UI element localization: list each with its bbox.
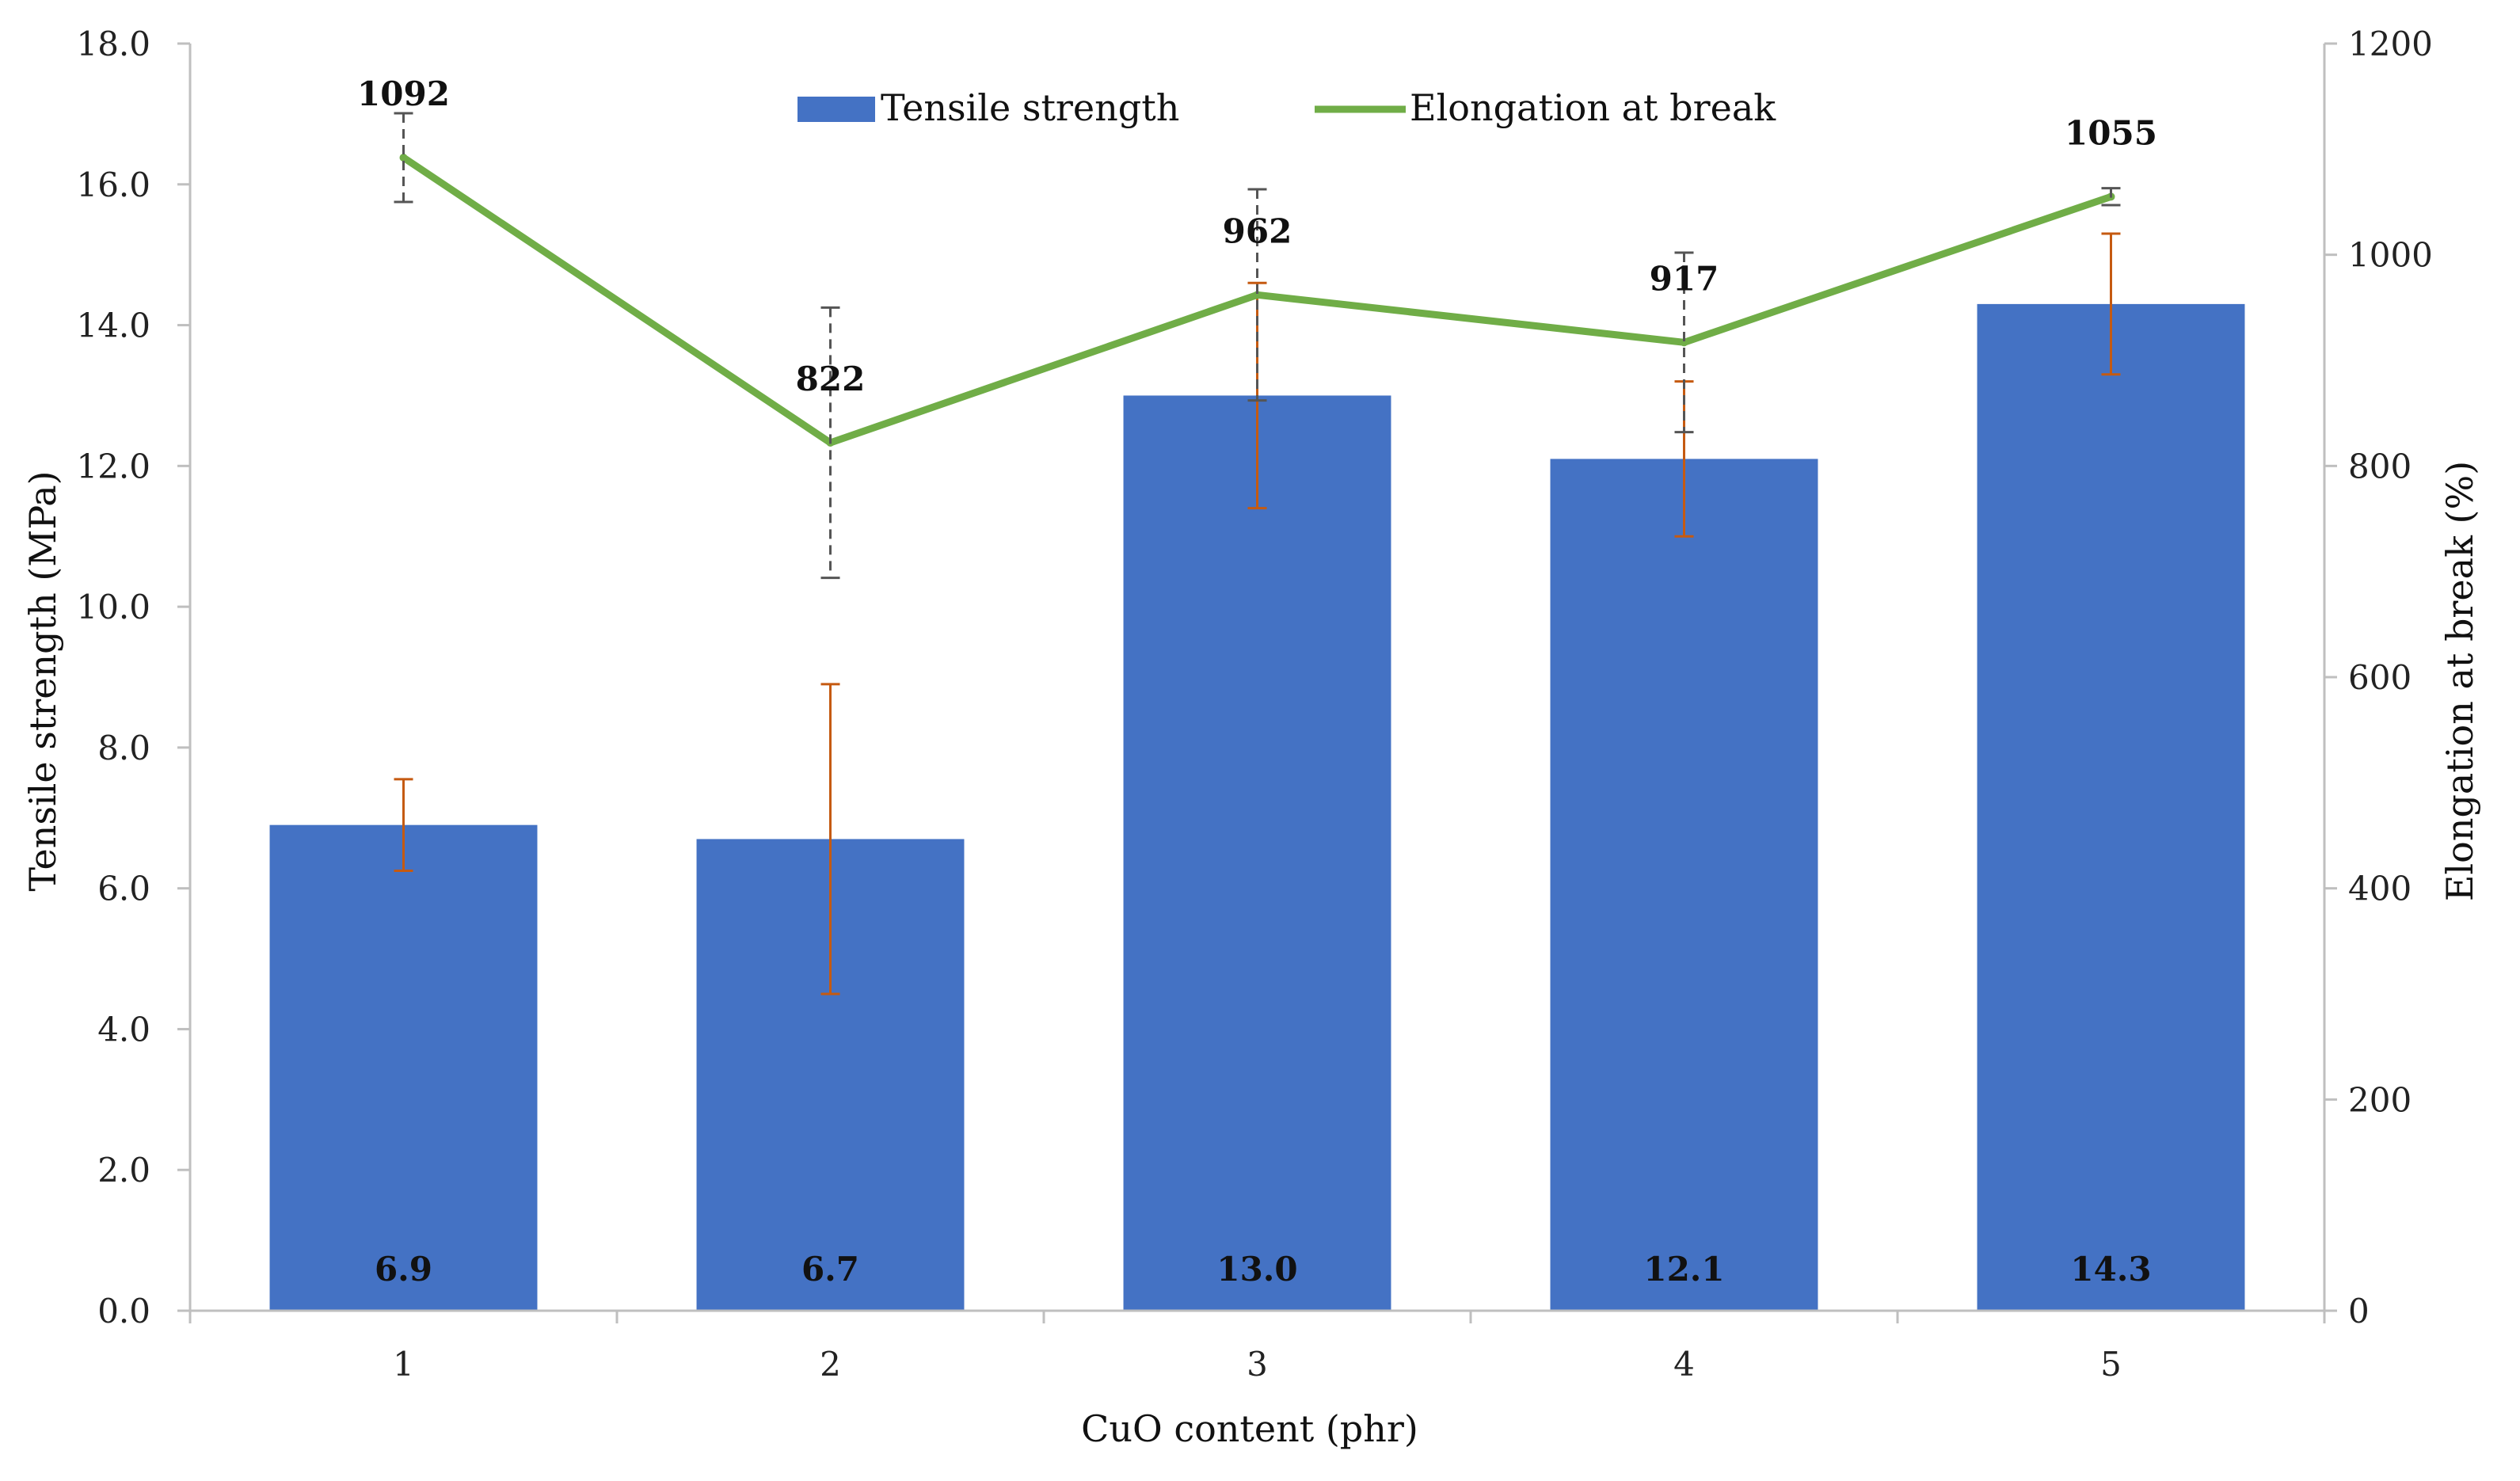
y-axis-title: Tensile strength (MPa)	[21, 470, 64, 891]
y-tick-label: 8.0	[97, 729, 150, 767]
y2-tick-label: 1000	[2348, 236, 2433, 275]
legend-label-tensile-strength: Tensile strength	[881, 86, 1179, 129]
line-point	[399, 154, 408, 162]
bars-layer	[269, 303, 2245, 1311]
bar-data-label: 14.3	[2070, 1250, 2151, 1289]
y-tick-label: 2.0	[97, 1151, 150, 1190]
labels-layer: 6.9 6.7 13.0 12.1 14.3 1092 822 962 917 1055	[357, 74, 2157, 1289]
y2-axis-title: Elongation at break (%)	[2438, 461, 2481, 901]
y2-tick-label: 0	[2348, 1292, 2370, 1331]
y2-tick-label: 1200	[2348, 25, 2433, 63]
x-tick-label: 1	[393, 1345, 414, 1384]
bar	[1977, 303, 2245, 1311]
bar	[1550, 459, 1818, 1311]
line-data-label: 1055	[2065, 113, 2157, 152]
legend: Tensile strength Elongation at break	[797, 86, 1776, 129]
line-data-label: 1092	[357, 74, 450, 113]
x-tick-label: 5	[2100, 1345, 2122, 1384]
line-data-label: 962	[1223, 211, 1292, 250]
y2-tick-label: 200	[2348, 1080, 2412, 1119]
line-point	[1680, 338, 1688, 347]
y-tick-label: 14.0	[76, 306, 150, 345]
y-tick-label: 16.0	[76, 166, 150, 204]
bar-data-label: 12.1	[1643, 1250, 1724, 1289]
x-axis-title: CuO content (phr)	[1081, 1407, 1418, 1450]
bar-data-label: 6.7	[801, 1250, 859, 1289]
x-tick-label: 2	[820, 1345, 841, 1384]
bar-data-label: 6.9	[375, 1250, 432, 1289]
y2-tick-label: 800	[2348, 447, 2412, 485]
line-data-label: 917	[1650, 259, 1719, 298]
y-tick-label: 4.0	[97, 1010, 150, 1049]
y-tick-label: 18.0	[76, 25, 150, 63]
axes-layer: 0.0 2.0 4.0 6.0 8.0 10.0 12.0 14.0 16.0 18.0 0 200 4…	[76, 25, 2432, 1384]
line-error-bars-layer	[394, 112, 2121, 580]
bar-data-label: 13.0	[1216, 1250, 1297, 1289]
line-data-label: 822	[796, 360, 866, 398]
y2-tick-label: 400	[2348, 870, 2412, 908]
x-tick-label: 3	[1247, 1345, 1268, 1384]
y-tick-label: 10.0	[76, 588, 150, 626]
y-tick-label: 12.0	[76, 447, 150, 485]
y2-tick-label: 600	[2348, 658, 2412, 697]
bar	[1123, 395, 1391, 1311]
y-tick-label: 6.0	[97, 870, 150, 908]
x-tick-label: 4	[1673, 1345, 1695, 1384]
legend-bar-swatch	[797, 97, 875, 122]
y-tick-label: 0.0	[97, 1292, 150, 1331]
line-point	[1253, 291, 1262, 299]
legend-label-elongation-at-break: Elongation at break	[1410, 86, 1776, 129]
bar	[269, 824, 538, 1311]
